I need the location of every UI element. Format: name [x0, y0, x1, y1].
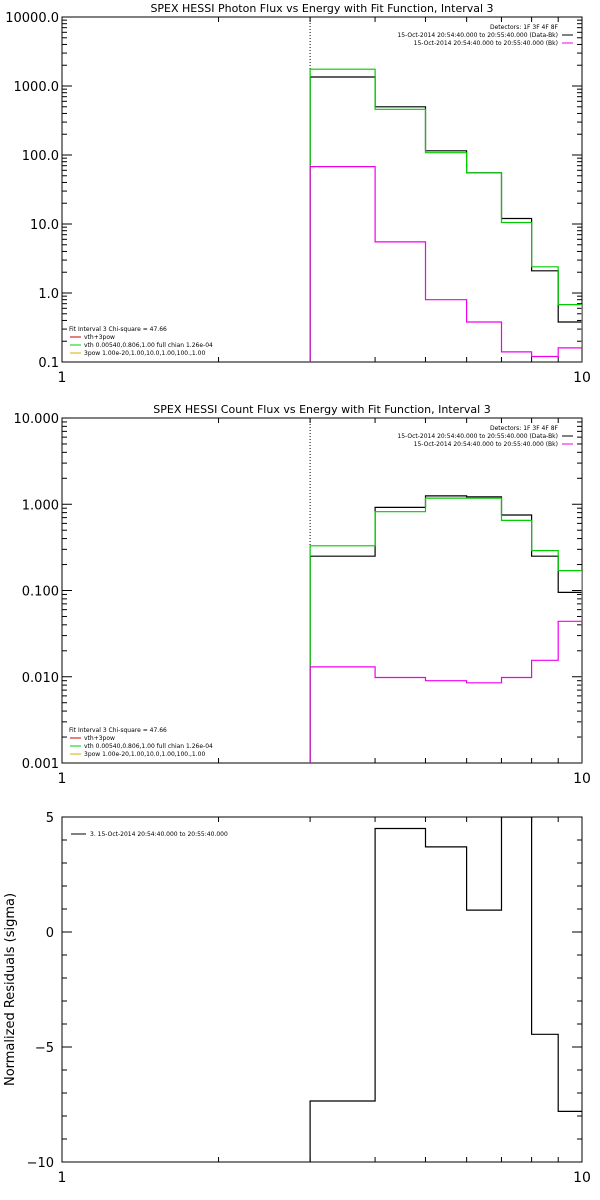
y-tick-label: 1.0	[38, 287, 59, 302]
series-line	[309, 817, 582, 1162]
series-line	[309, 68, 582, 362]
axes-frame	[61, 16, 583, 363]
y-tick-label: 0	[46, 926, 54, 941]
x-tick-label: 10	[573, 771, 591, 787]
data-layer	[309, 495, 582, 763]
legend-entry: 3pow 1.00e-20,1.00,10.0,1.00,100.,1.00	[84, 751, 205, 758]
legend-entry: Detectors: 1F 3F 4F 8F	[490, 425, 559, 432]
y-tick-label: 5	[46, 811, 54, 826]
series-line	[309, 497, 582, 763]
legend-entry: 3. 15-Oct-2014 20:54:40.000 to 20:55:40.…	[90, 831, 228, 838]
legend-entry: 15-Oct-2014 20:54:40.000 to 20:55:40.000…	[414, 40, 558, 47]
legend-entry: 15-Oct-2014 20:54:40.000 to 20:55:40.000…	[414, 441, 558, 448]
x-tick-label: 1	[58, 370, 67, 386]
legend-entry: Fit Interval 3 Chi-square = 47.66	[69, 326, 167, 333]
y-tick-label: 0.100	[22, 585, 59, 600]
legend-entry: Detectors: 1F 3F 4F 8F	[490, 24, 559, 31]
y-tick-label: 0.010	[22, 671, 59, 686]
data-layer	[309, 68, 582, 362]
x-tick-label: 1	[58, 771, 67, 787]
legend-entry: 15-Oct-2014 20:54:40.000 to 20:55:40.000…	[397, 433, 558, 440]
y-tick-label: 100.0	[22, 149, 59, 164]
legend-entry: vth+3pow	[84, 735, 115, 742]
data-layer	[309, 817, 582, 1162]
y-tick-label: 10000.0	[5, 11, 59, 26]
legend-entry: vth 0.00540,0.806,1.00 full chian 1.26e-…	[84, 342, 213, 349]
axes-frame	[61, 816, 583, 1163]
legend-entry: vth 0.00540,0.806,1.00 full chian 1.26e-…	[84, 743, 213, 750]
y-tick-label: 10.0	[30, 218, 59, 233]
count-flux-panel: SPEX HESSI Count Flux vs Energy with Fit…	[14, 403, 591, 787]
y-tick-label: −10	[27, 1156, 54, 1171]
y-tick-label: 0.001	[22, 757, 59, 772]
chart-title: SPEX HESSI Count Flux vs Energy with Fit…	[153, 403, 490, 416]
y-tick-label: −5	[35, 1041, 54, 1056]
legend-entry: 15-Oct-2014 20:54:40.000 to 20:55:40.000…	[397, 32, 558, 39]
x-tick-label: 1	[58, 1170, 67, 1186]
y-tick-label: 1000.0	[14, 80, 60, 95]
legend-entry: Fit Interval 3 Chi-square = 47.66	[69, 727, 167, 734]
x-tick-label: 10	[573, 370, 591, 386]
residuals-panel: 1 10 −10 −5 0 5 Normalized Residuals (sigma) 3.…	[3, 811, 591, 1186]
y-tick-label: 10.000	[14, 412, 60, 427]
x-tick-label: 10	[573, 1170, 591, 1186]
y-tick-label: 0.1	[38, 356, 59, 371]
photon-flux-panel: SPEX HESSI Photon Flux vs Energy with Fi…	[5, 2, 591, 386]
series-line	[309, 166, 582, 362]
legend-entry: vth+3pow	[84, 334, 115, 341]
y-tick-label: 1.000	[22, 498, 59, 513]
legend-entry: 3pow 1.00e-20,1.00,10.0,1.00,100.,1.00	[84, 350, 205, 357]
y-axis-label: Normalized Residuals (sigma)	[3, 893, 18, 1086]
series-line	[309, 620, 582, 763]
chart-title: SPEX HESSI Photon Flux vs Energy with Fi…	[150, 2, 493, 15]
